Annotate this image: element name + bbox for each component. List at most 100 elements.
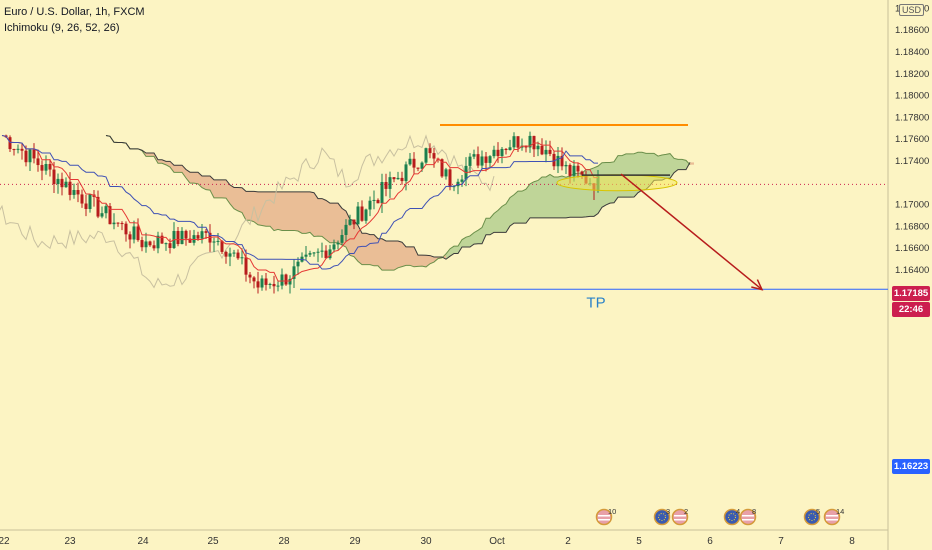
candle-body (204, 231, 208, 233)
bear-candle (128, 231, 132, 249)
us-flag-icon[interactable]: 2 (671, 507, 689, 526)
highlight-zone[interactable] (556, 174, 678, 192)
kumo-bull-segment (654, 153, 658, 181)
kumo-bull-segment (546, 174, 550, 218)
bull-candle (308, 250, 312, 258)
kumo-bear-segment (398, 241, 402, 268)
candle-body (76, 190, 80, 195)
candle-body (272, 283, 276, 287)
candle-body (244, 257, 248, 275)
candle-body (248, 274, 252, 278)
bear-candle (352, 219, 356, 230)
candle-body (480, 156, 484, 166)
bear-candle (412, 152, 416, 175)
bear-candle (384, 173, 388, 197)
candle-body (8, 137, 12, 150)
kumo-bear-segment (238, 187, 242, 213)
bear-candle (448, 168, 452, 191)
eu-flag-icon[interactable]: 3 (653, 507, 671, 526)
us-flag-icon[interactable]: 10 (595, 507, 617, 526)
kumo-bull-segment (502, 203, 506, 233)
flag-stripe (826, 515, 838, 517)
bull-candle (268, 282, 272, 289)
candle-body (548, 149, 552, 154)
bull-candle (372, 190, 376, 210)
kumo-bear-segment (278, 191, 282, 231)
bear-candle (168, 238, 172, 254)
kumo-bear-segment (178, 165, 182, 173)
currency-badge[interactable]: USD (898, 4, 924, 16)
kumo-bear-segment (290, 191, 294, 231)
senkou-span-b-line (105, 134, 691, 260)
x-tick-label: 7 (778, 536, 784, 547)
candle-body (344, 224, 348, 235)
kumo-bear-segment (210, 176, 214, 198)
bear-candle (256, 271, 260, 294)
candle-body (32, 149, 36, 159)
bear-candle (80, 189, 84, 208)
x-tick-label: 29 (349, 536, 361, 547)
flag-circle (803, 508, 821, 526)
bear-candle (496, 142, 500, 163)
bear-candle (548, 140, 552, 157)
candle-body (48, 164, 52, 170)
bull-candle (16, 144, 20, 154)
candle-body (200, 231, 204, 239)
kumo-bull-segment (558, 176, 562, 218)
kumo-bear-segment (370, 234, 374, 266)
candle-body (160, 235, 164, 244)
candle-body (388, 177, 392, 189)
y-tick-label: 1.16800 (895, 221, 929, 232)
flag-circle (653, 508, 671, 526)
candle-body (392, 177, 396, 180)
kumo-bear-segment (358, 225, 362, 265)
us-flag-icon[interactable]: 8 (739, 507, 757, 526)
eu-flag-icon[interactable]: 5 (803, 507, 821, 526)
bear-candle (540, 138, 544, 156)
event-count: 5 (816, 507, 820, 516)
kumo-bear-segment (326, 200, 330, 243)
candle-body (184, 230, 188, 239)
candle-body (120, 223, 124, 225)
bull-candle (156, 231, 160, 254)
bear-candle (96, 190, 100, 219)
candle-body (168, 243, 172, 249)
bull-candle (296, 257, 300, 275)
candle-body (284, 274, 288, 285)
candle-body (292, 266, 296, 279)
senkou-span-a-line (105, 134, 691, 271)
candle-body (440, 159, 444, 177)
candle-body (80, 194, 84, 204)
kumo-bull-segment (490, 213, 494, 235)
candle-body (432, 153, 436, 159)
candle-body (164, 243, 168, 245)
candle-body (424, 148, 428, 163)
candle-body (100, 213, 104, 217)
bear-candle (532, 135, 536, 157)
kumo-bear-segment (402, 242, 406, 267)
x-tick-label: 8 (849, 536, 855, 547)
kumo-bull-segment (534, 180, 538, 218)
event-count: 2 (684, 507, 688, 516)
candle-body (24, 150, 28, 163)
kumo-bear-segment (234, 187, 238, 211)
projection-arrow[interactable] (620, 173, 763, 291)
candle-body (572, 165, 576, 176)
kumo-bull-segment (670, 153, 674, 179)
candle-body (472, 154, 476, 157)
candle-body (236, 252, 240, 259)
kumo-bear-segment (202, 176, 206, 190)
kumo-bear-segment (182, 165, 186, 179)
bear-candle (236, 249, 240, 260)
candle-body (212, 241, 216, 243)
eu-flag-icon[interactable]: 4 (723, 507, 741, 526)
event-count: 14 (836, 507, 844, 516)
candle-body (224, 251, 228, 257)
kumo-bear-segment (306, 191, 310, 234)
kumo-bear-segment (230, 184, 234, 209)
kumo-bull-segment (466, 235, 470, 248)
kumo-bear-segment (266, 191, 270, 227)
us-flag-icon[interactable]: 14 (823, 507, 845, 526)
candle-body (476, 154, 480, 166)
